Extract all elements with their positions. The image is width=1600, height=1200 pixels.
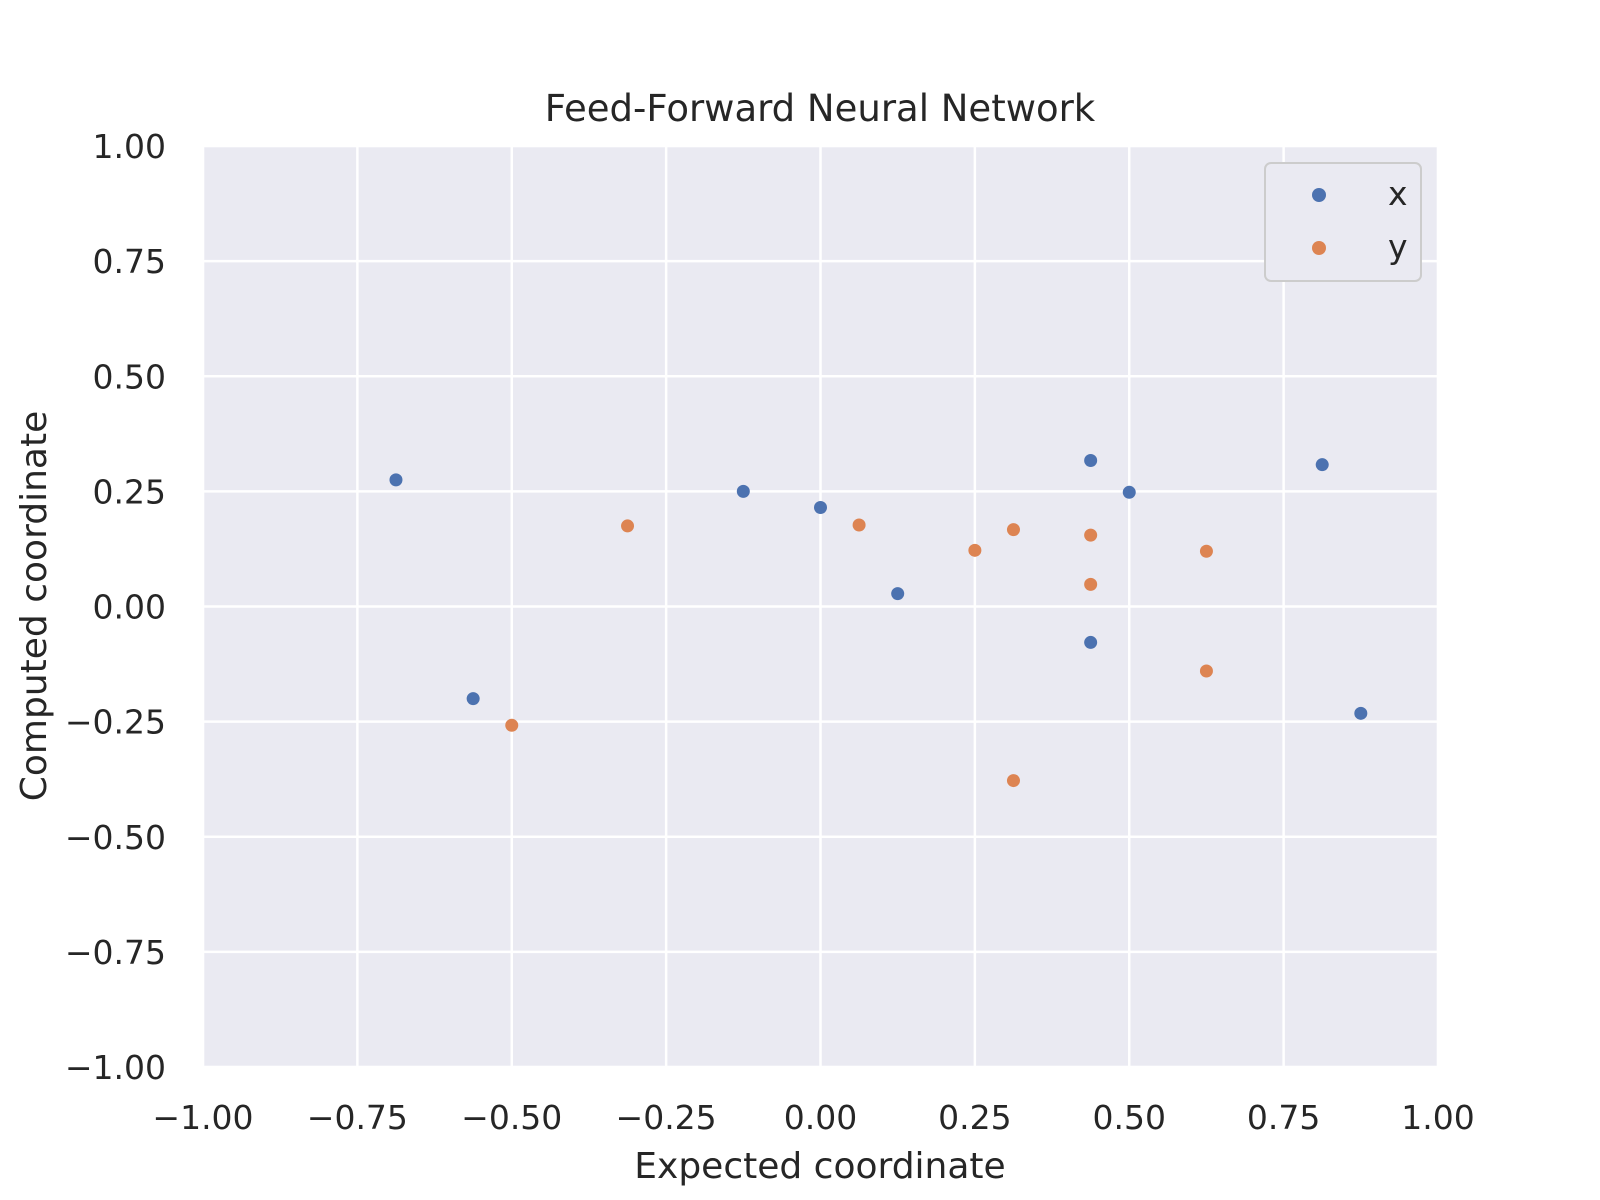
data-point-x	[389, 473, 403, 487]
x-tick-label: −1.00	[152, 1098, 253, 1137]
y-tick-label: −1.00	[65, 1048, 166, 1087]
data-point-y	[1006, 523, 1020, 537]
legend-label-x: x	[1388, 174, 1408, 213]
legend-box	[1264, 162, 1422, 282]
data-point-x	[814, 500, 827, 514]
x-tick-label: 0.50	[1093, 1098, 1166, 1137]
data-point-y	[852, 518, 866, 532]
data-point-y	[1199, 544, 1213, 558]
data-point-x	[1315, 458, 1329, 472]
y-tick-label: 0.00	[93, 588, 166, 627]
x-tick-label: 1.00	[1401, 1098, 1474, 1137]
data-point-x	[466, 692, 480, 706]
y-tick-label: 1.00	[93, 127, 166, 166]
x-tick-label: 0.00	[784, 1098, 857, 1137]
data-point-y	[1199, 664, 1213, 678]
legend-label-y: y	[1388, 227, 1408, 266]
data-point-y	[1084, 577, 1098, 591]
legend-marker-y	[1312, 241, 1326, 255]
data-point-x	[1084, 454, 1098, 468]
y-tick-label: −0.25	[65, 703, 166, 742]
legend-marker-x	[1312, 188, 1326, 202]
y-tick-label: 0.75	[93, 242, 166, 281]
data-point-x	[1122, 485, 1136, 499]
x-axis-title: Expected coordinate	[634, 1146, 1005, 1187]
data-point-y	[1006, 774, 1020, 788]
data-point-y	[968, 543, 982, 557]
data-point-x	[891, 587, 905, 601]
data-point-y	[621, 519, 635, 533]
chart-title: Feed-Forward Neural Network	[545, 87, 1096, 130]
grid-lines	[201, 144, 1440, 1069]
x-tick-label: 0.75	[1247, 1098, 1320, 1137]
legend: x y	[1264, 162, 1422, 282]
x-tick-label: −0.75	[307, 1098, 408, 1137]
data-point-x	[736, 484, 750, 498]
data-point-x	[1354, 706, 1368, 720]
data-points	[389, 454, 1368, 788]
x-tick-labels: −1.00 −0.75 −0.50 −0.25 0.00 0.25 0.50 0.75 1.00	[152, 1098, 1474, 1137]
data-point-y	[505, 718, 519, 732]
x-tick-label: 0.25	[938, 1098, 1011, 1137]
x-tick-label: −0.25	[616, 1098, 717, 1137]
y-tick-label: 0.50	[93, 357, 166, 396]
y-axis-title: Computed coordinate	[14, 411, 55, 801]
x-tick-label: −0.50	[461, 1098, 562, 1137]
data-point-y	[1084, 528, 1098, 542]
data-point-x	[1084, 635, 1098, 649]
y-tick-label: −0.50	[65, 818, 166, 857]
y-tick-label: 0.25	[93, 472, 166, 511]
y-tick-label: −0.75	[65, 933, 166, 972]
y-tick-labels: −1.00 −0.75 −0.50 −0.25 0.00 0.25 0.50 0.75 1.00	[65, 127, 166, 1087]
